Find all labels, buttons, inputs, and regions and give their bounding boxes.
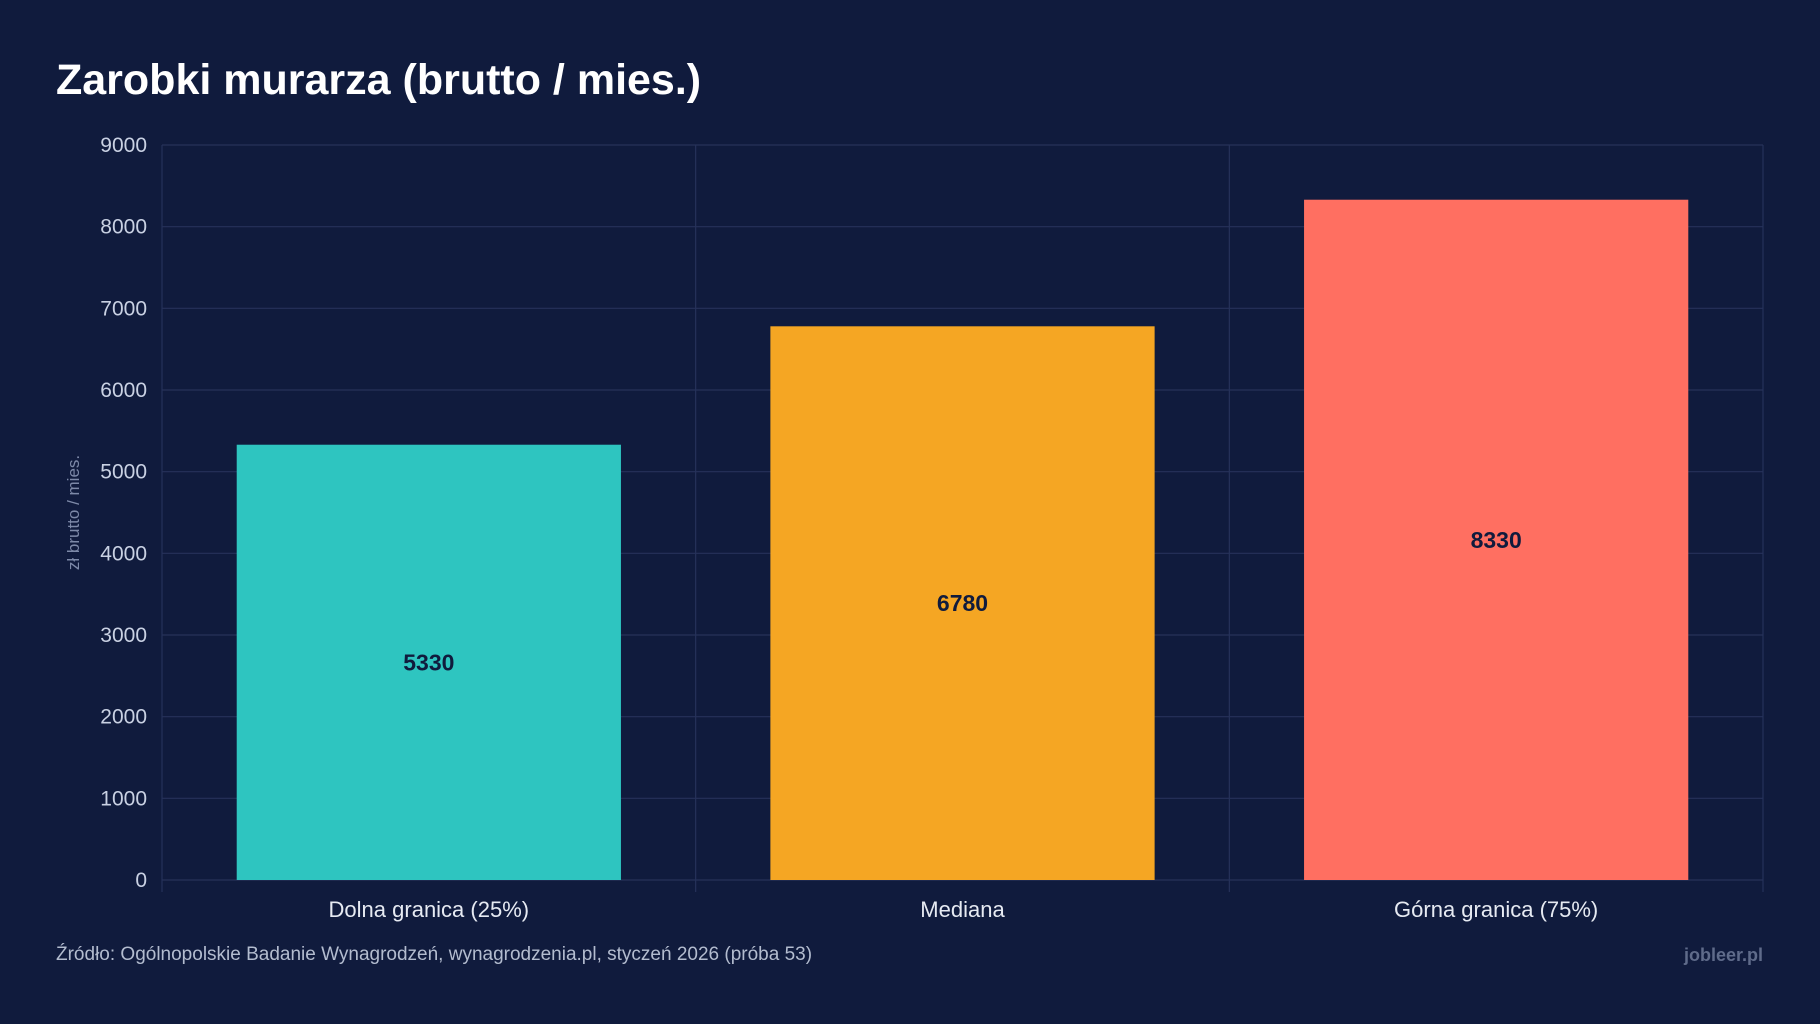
- bar-value-label: 8330: [1471, 527, 1522, 553]
- chart-title: Zarobki murarza (brutto / mies.): [56, 56, 702, 104]
- source-note: Źródło: Ogólnopolskie Badanie Wynagrodze…: [56, 944, 813, 965]
- x-tick-label: Górna granica (75%): [1394, 897, 1598, 922]
- y-tick-label: 9000: [100, 134, 147, 157]
- y-tick-label: 1000: [100, 787, 147, 810]
- y-tick-label: 6000: [100, 379, 147, 402]
- y-tick-label: 7000: [100, 297, 147, 320]
- bar-value-label: 6780: [937, 590, 988, 616]
- bar-1: [236, 444, 621, 880]
- brand-logo: jobleer.pl: [1683, 945, 1763, 965]
- x-tick-label: Dolna granica (25%): [329, 897, 530, 922]
- bar-value-label: 5330: [403, 649, 454, 675]
- bar-3: [1304, 199, 1689, 880]
- y-axis-title: zł brutto / mies.: [64, 455, 83, 570]
- x-tick-label: Mediana: [920, 897, 1005, 922]
- y-tick-label: 5000: [100, 461, 147, 484]
- y-tick-label: 2000: [100, 706, 147, 729]
- y-tick-label: 3000: [100, 624, 147, 647]
- bar-2: [770, 326, 1155, 880]
- y-tick-label: 8000: [100, 216, 147, 239]
- y-tick-label: 4000: [100, 542, 147, 565]
- y-tick-label: 0: [135, 869, 147, 892]
